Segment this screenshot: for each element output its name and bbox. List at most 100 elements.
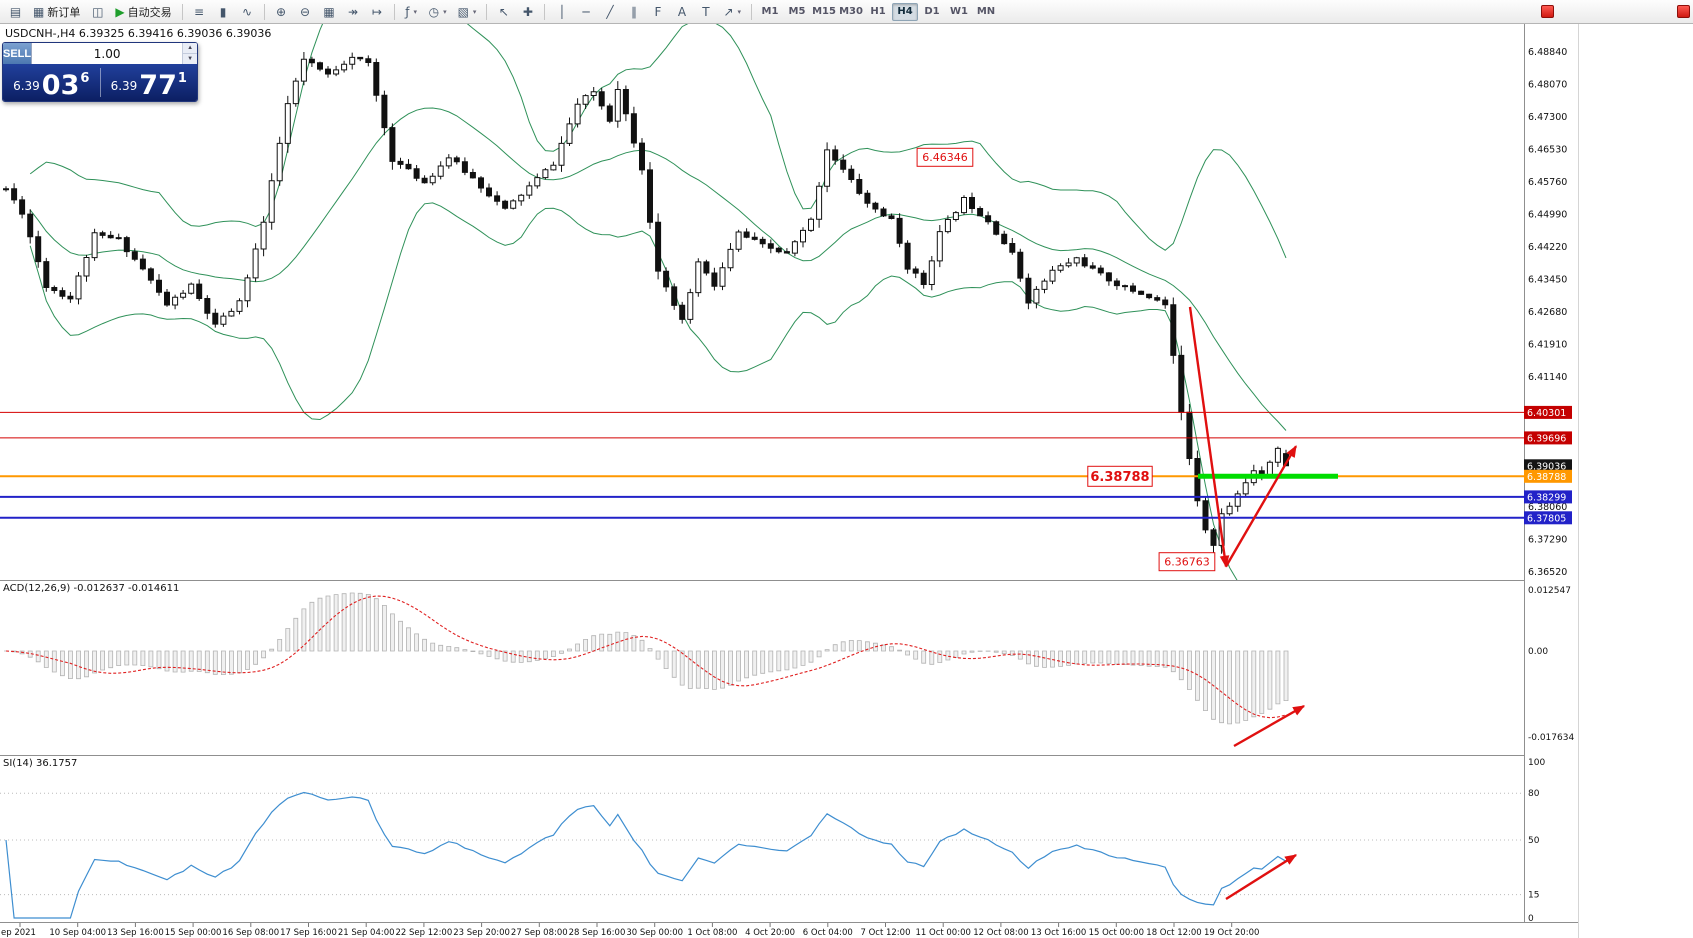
timeframe-button-m1[interactable]: M1 xyxy=(761,6,779,17)
sell-price[interactable]: 6.39 03 6 xyxy=(3,64,100,101)
cursor-icon[interactable]: ↖ xyxy=(492,2,515,22)
indicators-icon[interactable]: ƒ ▾ xyxy=(400,2,423,22)
text-icon[interactable]: A xyxy=(670,2,693,22)
macd-scale-label: 0.00 xyxy=(1528,647,1548,657)
toolbar-separator xyxy=(393,3,395,20)
toolbar-separator xyxy=(486,3,488,20)
new-order-button-label: 新订单 xyxy=(47,5,81,19)
volume-input[interactable] xyxy=(32,43,183,64)
price-tag-box xyxy=(1524,431,1572,445)
time-axis-label: 22 Sep 12:00 xyxy=(396,928,453,938)
chart-area: 6.46346 6.38788 6.36763 6.48840 6.48070 6.473… xyxy=(0,24,1579,938)
label-icon[interactable]: T xyxy=(694,2,717,22)
timeframe-button-h4[interactable]: H4 xyxy=(892,2,919,21)
line-chart-icon[interactable]: ∿ xyxy=(236,2,259,22)
time-axis-label: 23 Sep 20:00 xyxy=(453,928,510,938)
annotation-text: 6.36763 xyxy=(1164,556,1210,569)
trend-arrow-1[interactable] xyxy=(1188,306,1230,568)
macd-trend-arrow[interactable] xyxy=(1233,704,1306,748)
price-tag-text: 6.38299 xyxy=(1527,492,1566,503)
arrows-icon[interactable]: ↗ ▾ xyxy=(718,2,746,22)
bearish-candle-bodies xyxy=(11,56,1289,546)
buy-price[interactable]: 6.39 77 1 xyxy=(101,64,198,101)
macd-scale-label: 0.012547 xyxy=(1528,586,1571,596)
fibonacci-icon[interactable]: F xyxy=(646,2,669,22)
rsi-panel[interactable] xyxy=(0,791,1524,919)
text-icon: A xyxy=(677,4,687,19)
trendline-icon[interactable]: ╱ xyxy=(598,2,621,22)
zoom-in-icon[interactable]: ⊕ xyxy=(270,2,293,22)
volume-increase-button[interactable]: ▲ xyxy=(183,43,197,54)
periods-icon[interactable]: ◷ ▾ xyxy=(424,2,452,22)
time-scale[interactable] xyxy=(0,923,1524,938)
toolbar-red-button[interactable] xyxy=(1541,5,1554,18)
rsi-trend-arrow[interactable] xyxy=(1225,853,1298,901)
chart-shift-icon[interactable]: ↦ xyxy=(366,2,389,22)
volume-field: ▲ ▼ xyxy=(31,43,197,64)
buy-price-sup: 1 xyxy=(177,71,187,86)
time-axis-label: 16 Sep 08:00 xyxy=(222,928,279,938)
label-icon: T xyxy=(702,4,710,19)
channel-icon[interactable]: ∥ xyxy=(622,2,645,22)
macd-indicator-label: ACD(12,26,9) -0.012637 -0.014611 xyxy=(3,583,180,594)
auto-trading-button[interactable]: ▶ 自动交易 xyxy=(110,2,176,22)
price-axis-label: 6.48840 xyxy=(1528,47,1567,58)
auto-scroll-icon: ↠ xyxy=(348,4,359,19)
timeframe-button-m15[interactable]: M15 xyxy=(812,6,836,17)
time-axis-label: 7 Oct 12:00 xyxy=(860,928,910,938)
chart-window-icon[interactable]: ◫ xyxy=(86,2,109,22)
new-order-button[interactable]: ▦ 新订单 xyxy=(28,2,85,22)
macd-panel[interactable] xyxy=(4,592,1289,725)
new-chart-icon[interactable]: ▤ xyxy=(4,2,27,22)
candlestick-chart-icon[interactable]: ▮ xyxy=(212,2,235,22)
bollinger-upper-band[interactable] xyxy=(29,24,1287,259)
time-axis-label: 13 Oct 16:00 xyxy=(1031,928,1086,938)
time-axis-label: 1 Oct 08:00 xyxy=(687,928,737,938)
toolbar-separator xyxy=(181,3,183,20)
timeframe-button-m30[interactable]: M30 xyxy=(839,6,863,17)
bars-chart-icon[interactable]: ≡ xyxy=(188,2,211,22)
vertical-line-icon[interactable]: │ xyxy=(550,2,573,22)
sell-button[interactable]: SELL xyxy=(3,43,32,64)
price-tag-text: 6.38788 xyxy=(1527,472,1566,483)
timeframe-button-mn[interactable]: MN xyxy=(976,6,996,17)
volume-decrease-button[interactable]: ▼ xyxy=(183,54,197,64)
periods-icon: ◷ xyxy=(428,4,440,19)
rsi-canvas[interactable] xyxy=(0,755,1524,922)
horizontal-line-icon[interactable]: ─ xyxy=(574,2,597,22)
tile-windows-icon[interactable]: ▦ xyxy=(318,2,341,22)
price-annotation-6.36763[interactable]: 6.36763 xyxy=(1158,552,1216,572)
one-click-trading-panel: SELL ▲ ▼ BUY 6.39 03 6 6.39 77 1 xyxy=(2,42,198,102)
timeframe-button-d1[interactable]: D1 xyxy=(924,6,940,17)
timeframe-button-m5[interactable]: M5 xyxy=(788,6,806,17)
window-red-button[interactable] xyxy=(1677,5,1690,18)
bullish-candle-bodies xyxy=(3,56,1281,546)
price-axis-label: 6.45760 xyxy=(1528,177,1567,188)
timeframe-button-w1[interactable]: W1 xyxy=(950,6,969,17)
zoom-out-icon: ⊖ xyxy=(300,4,311,19)
fibonacci-icon: F xyxy=(654,4,662,19)
price-tag-6.40301[interactable]: 6.40301 xyxy=(1524,405,1572,419)
price-tag-6.38788[interactable]: 6.38788 xyxy=(1524,469,1572,483)
price-tag-6.37805[interactable]: 6.37805 xyxy=(1524,511,1572,525)
sell-price-sup: 6 xyxy=(80,71,90,86)
price-annotation-6.46346[interactable]: 6.46346 xyxy=(916,147,974,167)
time-axis-label: 17 Sep 16:00 xyxy=(280,928,337,938)
templates-icon[interactable]: ▧ ▾ xyxy=(453,2,482,22)
zoom-out-icon[interactable]: ⊖ xyxy=(294,2,317,22)
bollinger-middle-band[interactable] xyxy=(29,107,1287,431)
price-divider xyxy=(99,68,101,97)
price-tag-6.38299[interactable]: 6.38299 xyxy=(1524,490,1572,504)
time-axis-label: 18 Oct 12:00 xyxy=(1146,928,1201,938)
price-tag-6.39036[interactable]: 6.39036 xyxy=(1524,459,1572,473)
price-axis-label: 6.38060 xyxy=(1528,502,1567,513)
auto-scroll-icon[interactable]: ↠ xyxy=(342,2,365,22)
chart-canvas[interactable] xyxy=(0,24,1524,580)
trend-arrow-2[interactable] xyxy=(1224,445,1298,568)
macd-signal-line xyxy=(5,595,1287,719)
crosshair-icon[interactable]: ✚ xyxy=(516,2,539,22)
price-tag-6.39696[interactable]: 6.39696 xyxy=(1524,431,1572,445)
timeframe-button-h1[interactable]: H1 xyxy=(870,6,886,17)
new-order-icon: ▦ xyxy=(33,4,45,19)
price-annotation-6.38788[interactable]: 6.38788 xyxy=(1087,465,1153,487)
